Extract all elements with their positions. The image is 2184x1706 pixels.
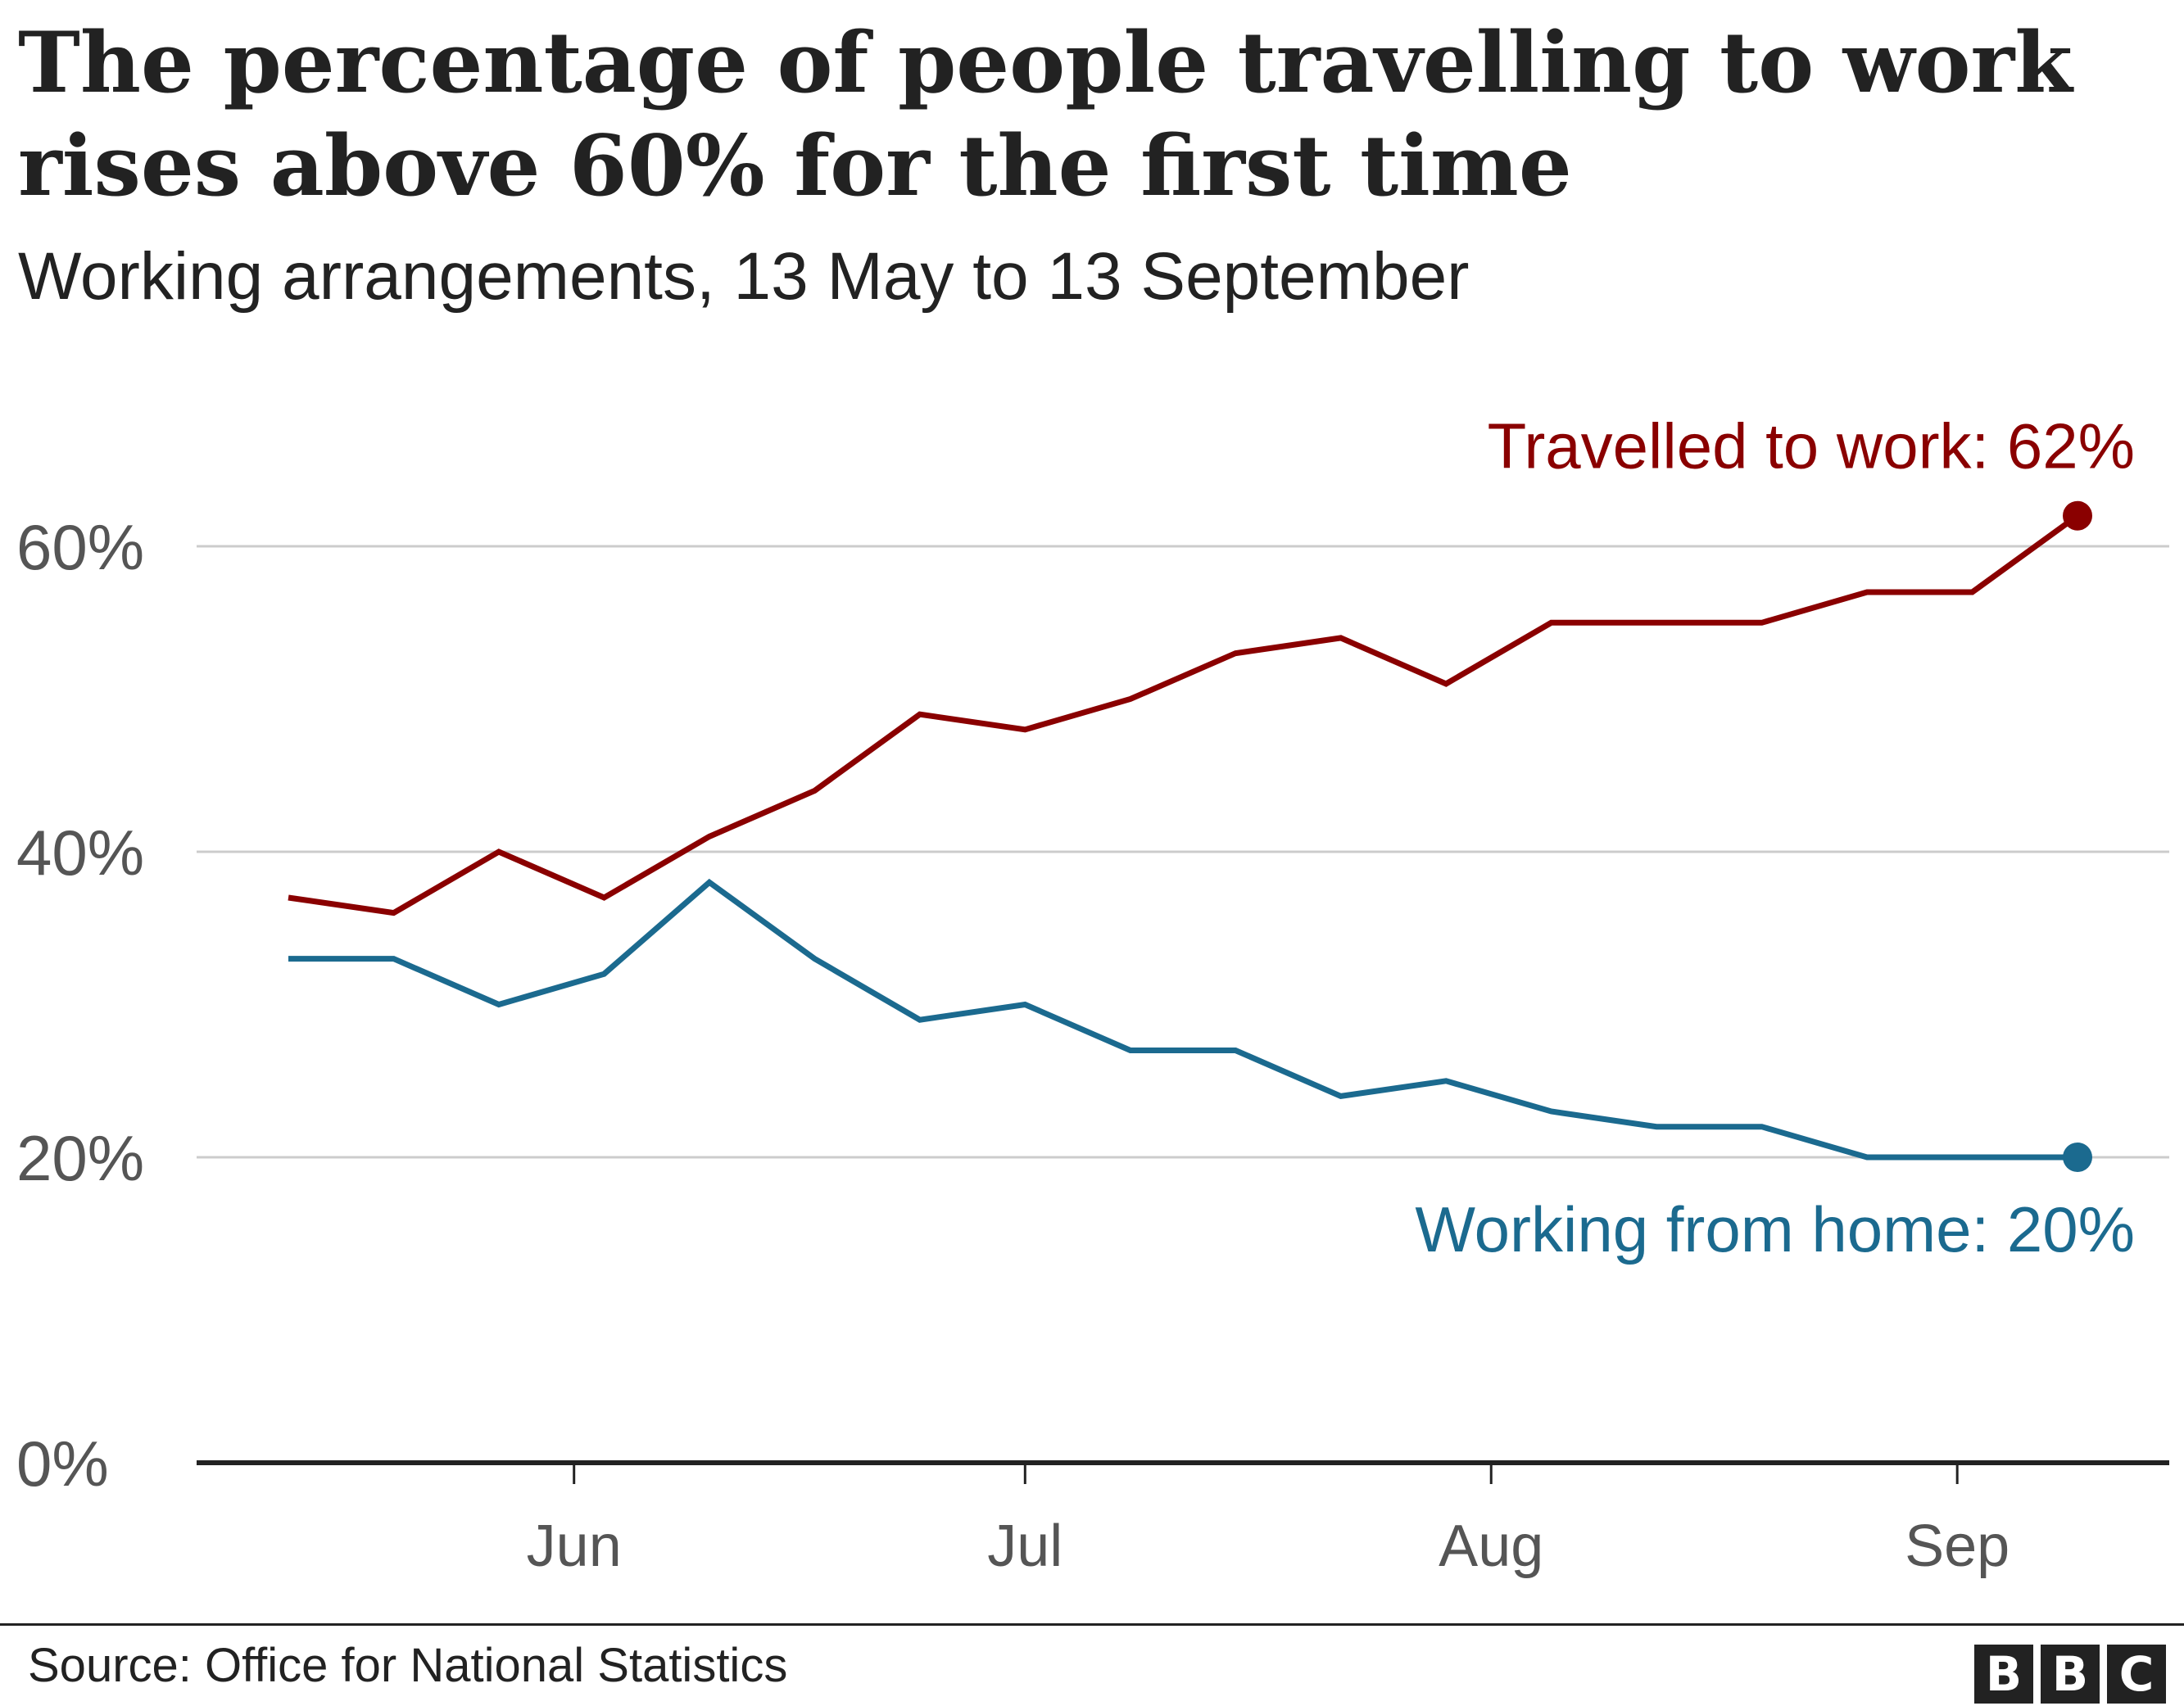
y-tick-label: 20% — [16, 1122, 144, 1194]
series-end-label-home: Working from home: 20% — [1415, 1193, 2135, 1265]
x-tick-label: Aug — [1439, 1514, 1543, 1579]
end-point-travel — [2063, 500, 2092, 531]
x-tick-label: Jul — [987, 1514, 1063, 1579]
source-note: Source: Office for National Statistics — [28, 1639, 788, 1692]
line-chart: 0% 20% 40% 60% Jun Jul Aug Sep Travelled to wor… — [16, 410, 2169, 1579]
series-line-home — [288, 878, 2078, 1161]
bbc-logo: B B C — [1974, 1645, 2166, 1704]
bbc-logo-letter: B — [1974, 1645, 2033, 1704]
bbc-logo-letter: C — [2107, 1645, 2166, 1704]
chart-title: The percentage of people travelling to w… — [18, 14, 2073, 215]
bbc-logo-letter: B — [2041, 1645, 2100, 1704]
chart-subtitle: Working arrangements, 13 May to 13 Septe… — [18, 239, 1470, 314]
footer-divider — [0, 1623, 2184, 1626]
series-line-travel — [288, 513, 2080, 916]
x-tick-label: Jun — [527, 1514, 622, 1579]
series-end-label-travel: Travelled to work: 62% — [1488, 410, 2135, 482]
end-point-home — [2063, 1143, 2092, 1172]
y-tick-label: 60% — [16, 511, 144, 583]
y-tick-label: 0% — [16, 1428, 109, 1500]
y-tick-label: 40% — [16, 817, 144, 889]
x-tick-label: Sep — [1905, 1514, 2010, 1579]
